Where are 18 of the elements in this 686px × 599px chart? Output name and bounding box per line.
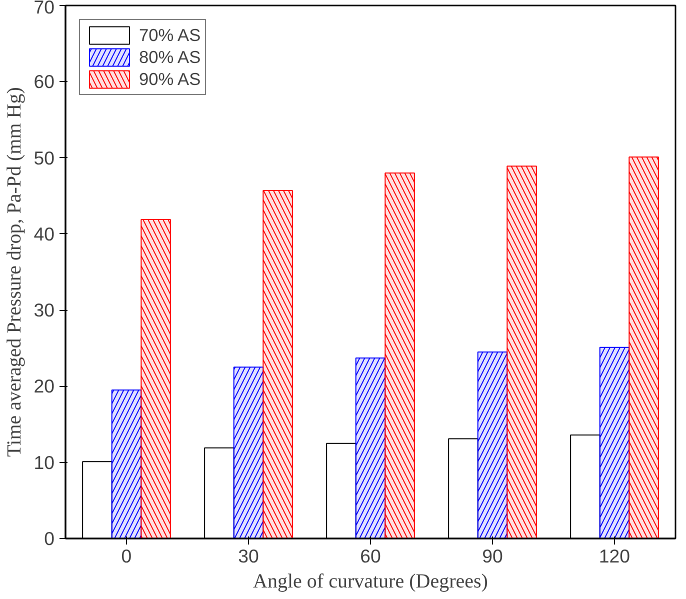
y-axis-title: Time averaged Pressure drop, Pa-Pd (mm Hg) — [4, 87, 26, 457]
y-tick-label: 70 — [34, 0, 55, 18]
x-axis-title: Angle of curvature (Degrees) — [253, 570, 488, 592]
x-tick-label: 60 — [360, 546, 381, 566]
y-tick-label: 50 — [34, 147, 55, 168]
legend-label: 90% AS — [139, 68, 201, 90]
x-tick-label: 120 — [598, 546, 630, 566]
legend-label: 80% AS — [139, 46, 201, 68]
x-tick-label: 0 — [121, 546, 132, 566]
y-tick-label: 40 — [34, 223, 55, 244]
x-tick-label: 30 — [238, 546, 259, 566]
y-tick-label: 10 — [34, 452, 55, 473]
y-tick-label: 60 — [34, 71, 55, 92]
legend-label: 70% AS — [139, 24, 201, 46]
y-tick-label: 20 — [34, 376, 55, 397]
x-tick-label: 90 — [482, 546, 503, 566]
y-tick-label: 30 — [34, 300, 55, 321]
y-tick-label: 0 — [44, 528, 55, 549]
